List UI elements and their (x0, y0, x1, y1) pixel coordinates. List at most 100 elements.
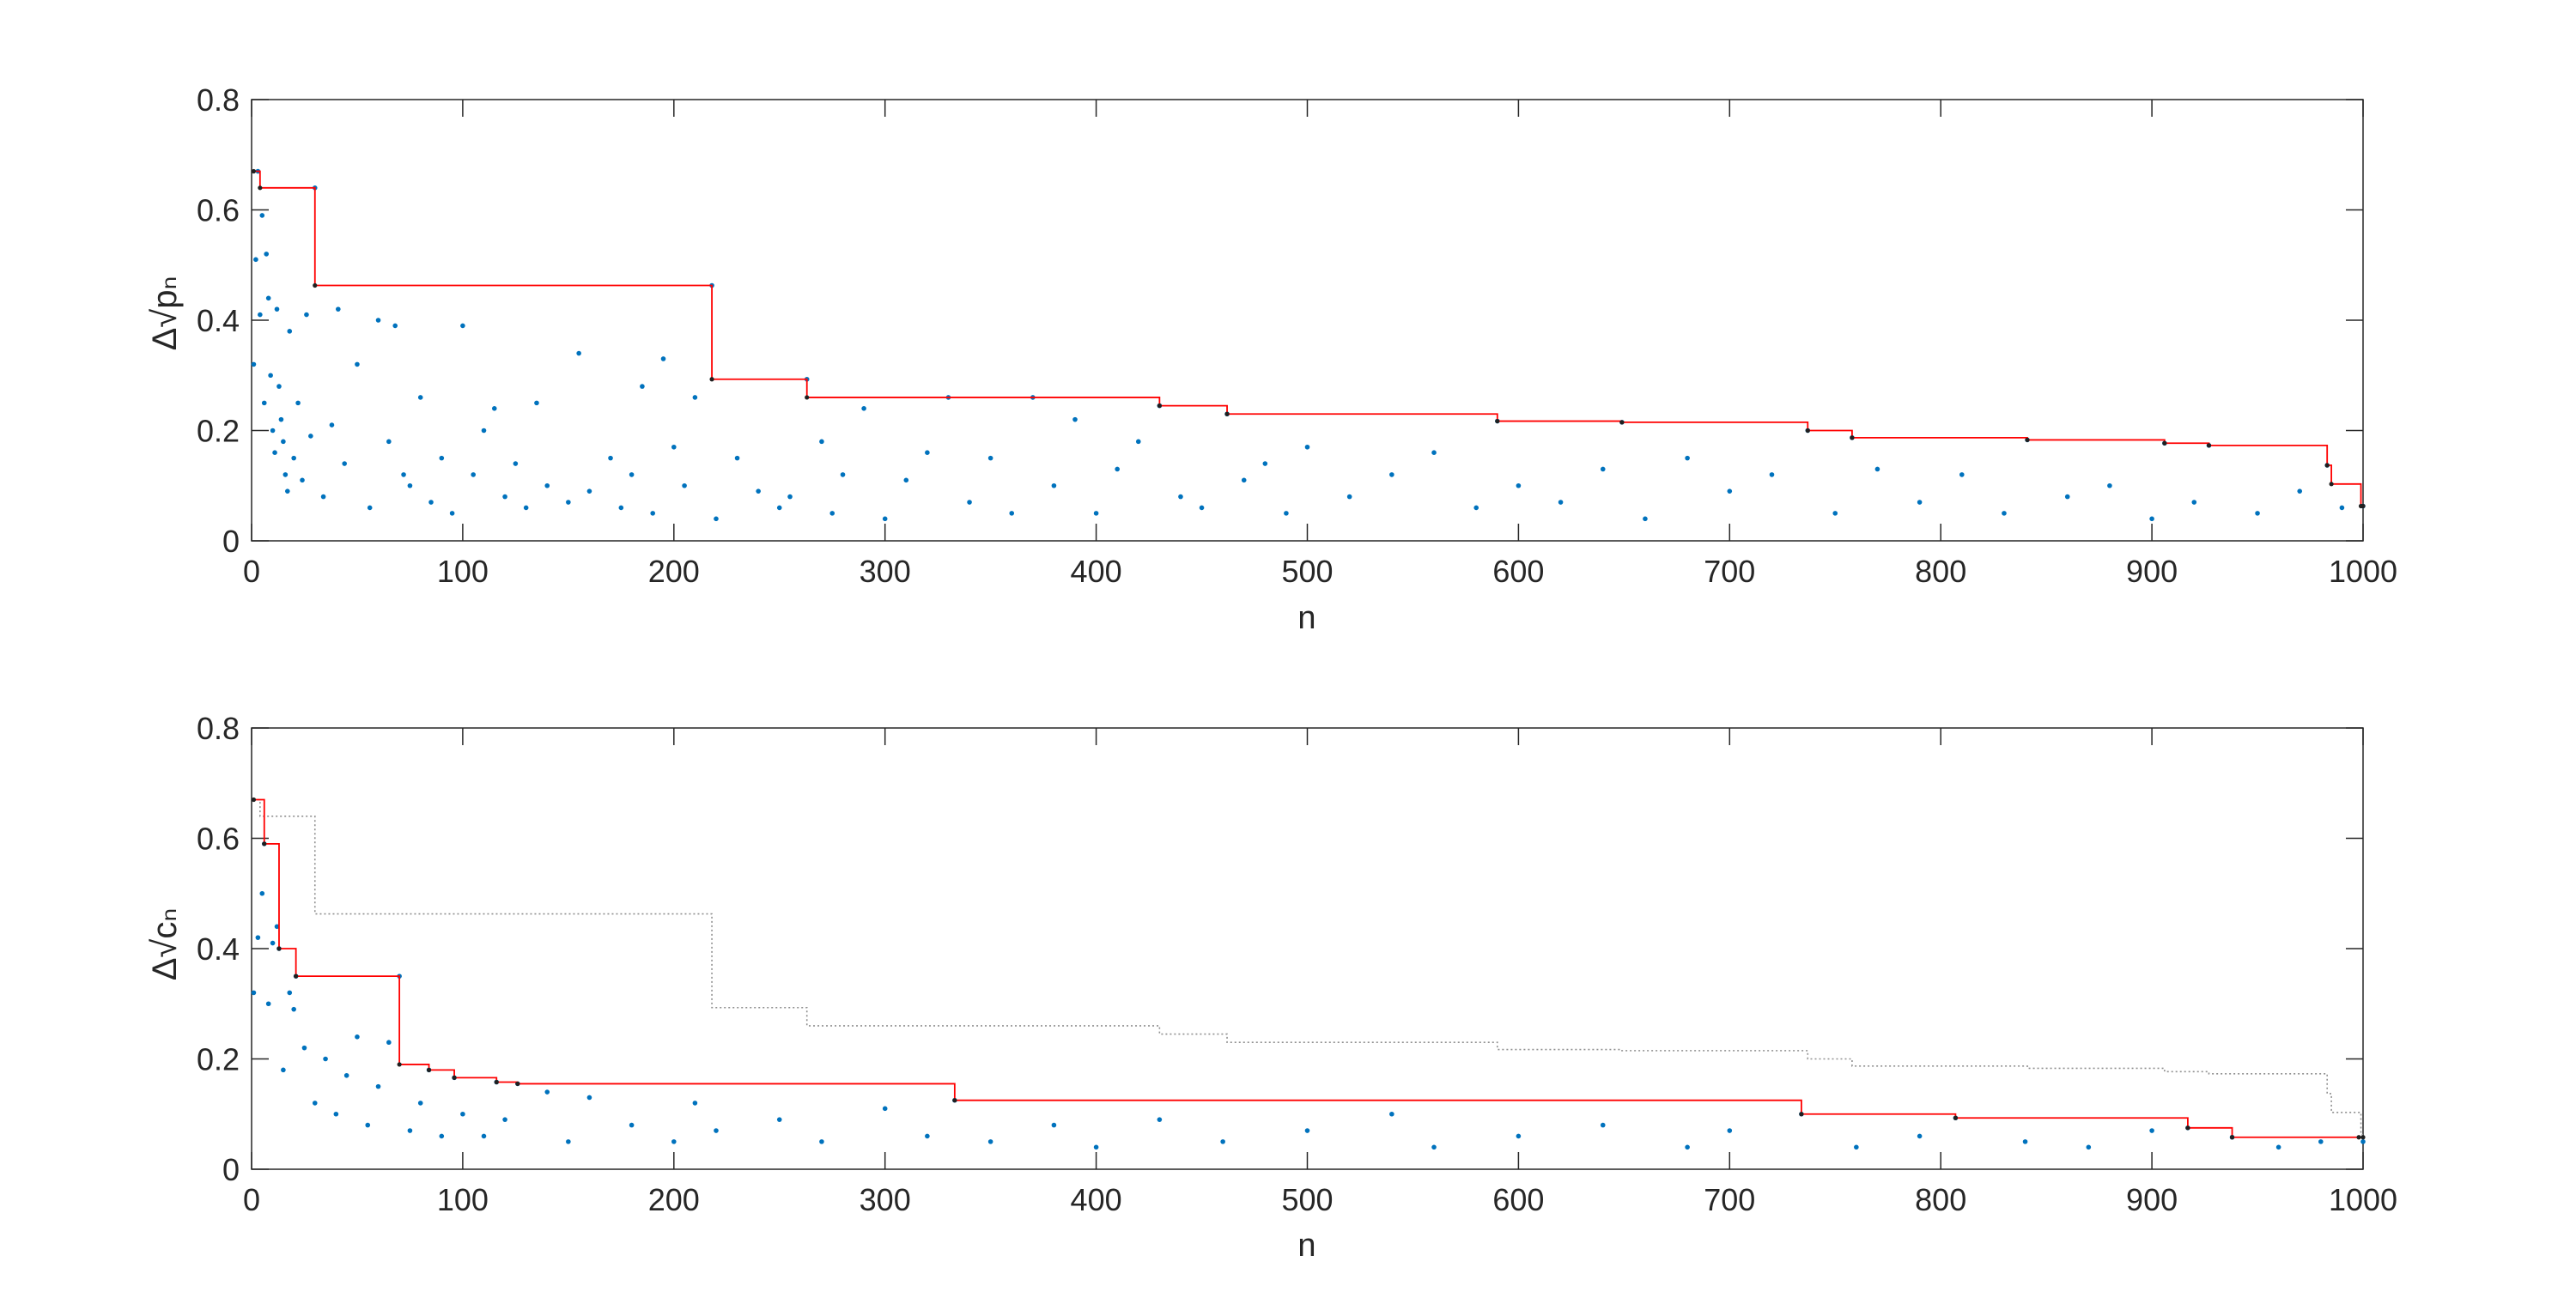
bottom-point (281, 1067, 286, 1073)
bottom-point (987, 1139, 993, 1144)
top-record-point (805, 395, 810, 400)
bottom-record-point (1953, 1115, 1959, 1120)
top-x-axis-label: n (1297, 600, 1315, 636)
top-point (2339, 505, 2345, 511)
top-record-point (2324, 463, 2330, 468)
bottom-point (1431, 1144, 1437, 1150)
bottom-point (2149, 1128, 2154, 1133)
top-record-point (2162, 440, 2167, 446)
bottom-point (2360, 1139, 2366, 1144)
top-point (336, 306, 341, 312)
bottom-point (407, 1128, 413, 1133)
bottom-y-tick-label-0.8: 0.8 (197, 711, 240, 746)
top-point (671, 444, 677, 450)
top-point (304, 312, 309, 318)
top-point (2191, 500, 2197, 505)
bottom-record-point (494, 1079, 499, 1085)
top-point (270, 428, 276, 434)
top-point (251, 361, 257, 367)
top-point (308, 434, 313, 439)
top-point (1241, 477, 1247, 483)
top-record-point (2206, 443, 2212, 448)
top-point (1178, 494, 1183, 500)
bottom-record-point (251, 797, 257, 803)
top-point (342, 461, 347, 466)
top-point (259, 213, 265, 218)
bottom-x-axis-label: n (1297, 1228, 1315, 1264)
top-y-tick-label-0.8: 0.8 (197, 82, 240, 118)
top-point (967, 500, 972, 505)
top-point (882, 516, 888, 522)
top-point (2297, 488, 2303, 494)
bottom-point (1304, 1128, 1310, 1133)
bottom-x-tick-label-700: 700 (1704, 1182, 1755, 1217)
bottom-point (882, 1106, 888, 1112)
bottom-x-tick-label-200: 200 (648, 1182, 700, 1217)
bottom-point (386, 1040, 392, 1046)
top-record-point (709, 377, 714, 382)
top-point (1346, 494, 1352, 500)
bottom-point (265, 1001, 271, 1007)
top-point (1135, 439, 1141, 445)
top-point (1959, 472, 1965, 477)
bottom-point (274, 924, 280, 930)
bottom-x-tick-label-400: 400 (1071, 1182, 1122, 1217)
top-point (1262, 461, 1268, 466)
bottom-point (819, 1139, 824, 1144)
top-point (2002, 511, 2007, 516)
bottom-point (566, 1139, 571, 1144)
top-point (1115, 466, 1120, 472)
top-point (272, 450, 277, 455)
top-point (692, 395, 698, 400)
bottom-point (1093, 1144, 1099, 1150)
bottom-point (259, 890, 265, 896)
top-point (1009, 511, 1015, 516)
top-point (2255, 511, 2260, 516)
bottom-point (629, 1122, 635, 1128)
bottom-record-point (397, 1062, 402, 1067)
top-point (417, 395, 423, 400)
top-point (987, 455, 993, 461)
top-record-point (1157, 403, 1162, 409)
top-record-point (1495, 418, 1500, 424)
bottom-record-point (2185, 1125, 2190, 1131)
top-point (586, 488, 592, 494)
top-point (407, 482, 413, 488)
bottom-point (333, 1111, 339, 1117)
bottom-point (375, 1083, 381, 1089)
top-point (925, 450, 930, 455)
top-point (264, 252, 270, 257)
bottom-point (291, 1006, 296, 1012)
bottom-point (2275, 1144, 2281, 1150)
top-point (1431, 450, 1437, 455)
top-point (1832, 511, 1838, 516)
bottom-x-tick-label-500: 500 (1281, 1182, 1333, 1217)
bottom-point (301, 1045, 307, 1051)
bottom-point (323, 1056, 328, 1062)
bottom-record-point (426, 1067, 432, 1072)
top-point (285, 488, 290, 494)
top-point (278, 416, 284, 422)
bottom-point (1051, 1122, 1057, 1128)
top-point (460, 323, 465, 329)
bottom-x-tick-label-600: 600 (1492, 1182, 1544, 1217)
top-point (544, 482, 550, 488)
bottom-record-point (294, 974, 299, 979)
top-point (1304, 444, 1310, 450)
top-point (734, 455, 740, 461)
top-point (523, 505, 529, 511)
top-point (281, 439, 286, 445)
top-point (660, 356, 666, 361)
bottom-point (671, 1139, 677, 1144)
top-point (386, 439, 392, 445)
top-point (861, 406, 866, 411)
top-point (787, 494, 793, 500)
top-x-tick-label-500: 500 (1281, 554, 1333, 589)
top-point (1284, 511, 1289, 516)
bottom-subplot: Δ√cₙ n 0 100 200 300 400 500 600 700 800 900 1000 0… (146, 711, 2397, 1264)
top-point (253, 257, 258, 263)
top-x-tick-label-600: 600 (1492, 554, 1544, 589)
bottom-point (2022, 1139, 2028, 1144)
bottom-x-tick-label-1000: 1000 (2329, 1182, 2397, 1217)
